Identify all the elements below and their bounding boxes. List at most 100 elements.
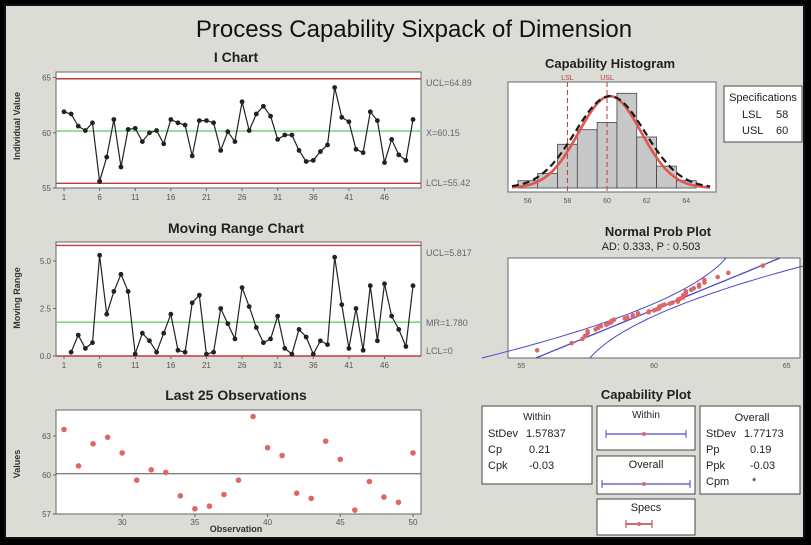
normal-point — [585, 328, 590, 334]
i-chart-point — [111, 117, 117, 122]
i-chart-point — [68, 111, 74, 117]
i-chart-x-tick-label: 46 — [380, 193, 389, 202]
within-cpk-label: Cpk — [488, 460, 508, 472]
i-chart-point — [75, 123, 81, 129]
normal-point — [696, 282, 702, 288]
last25-point — [308, 495, 315, 502]
i-chart-point — [296, 148, 302, 153]
normal-x-tick-label: 60 — [650, 363, 658, 370]
i-chart-point — [367, 109, 373, 115]
histogram-bar — [636, 136, 657, 189]
last25-x-tick-label: 45 — [336, 518, 345, 527]
i-chart-point — [382, 160, 387, 165]
normal-prob-plot-area — [507, 257, 801, 359]
last25-point — [410, 450, 416, 456]
within-stats-title: Within — [523, 412, 551, 423]
i-chart-y-tick-label: 60 — [42, 129, 51, 138]
i-chart-series-line — [63, 87, 414, 182]
last25-point — [90, 441, 96, 447]
mr-chart-x-tick-label: 41 — [344, 361, 353, 370]
i-chart-x-tick-label: 31 — [273, 193, 282, 202]
within-stdev-label: StDev — [488, 428, 518, 440]
mr-chart-point — [303, 334, 309, 340]
mr-chart-center-label: MR=1.780 — [426, 318, 468, 328]
sixpack-figure: Process Capability Sixpack of Dimension … — [12, 16, 803, 536]
normal-point — [569, 340, 575, 346]
i-chart-x-tick-label: 16 — [166, 193, 175, 202]
last25-point — [162, 469, 169, 476]
normal-point — [715, 274, 721, 280]
normal-prob-subtitle: AD: 0.333, P : 0.503 — [602, 241, 701, 253]
interval-overall-frame — [596, 455, 696, 495]
i-chart-point — [389, 136, 395, 142]
spec-usl-value: 60 — [776, 125, 788, 137]
mr-chart-point — [275, 313, 281, 319]
mr-chart-x-tick-label: 16 — [166, 361, 175, 370]
i-chart-point — [132, 125, 138, 131]
last25-x-tick-label: 30 — [118, 518, 127, 527]
mr-chart-x-tick-label: 6 — [97, 361, 102, 370]
i-chart-point — [182, 122, 188, 128]
mr-chart-point — [196, 292, 202, 298]
last25-ylabel: Values — [12, 450, 22, 479]
mr-chart-point — [225, 321, 231, 327]
within-cp-label: Cp — [488, 444, 502, 456]
last25-point — [381, 494, 387, 500]
mr-chart-point — [68, 349, 74, 355]
last25-point — [366, 478, 373, 485]
last25-point — [279, 452, 285, 459]
i-chart-point — [346, 119, 352, 125]
last25-point — [250, 413, 256, 420]
mr-chart-point — [147, 338, 152, 344]
i-chart-point — [275, 136, 281, 142]
mr-chart-point — [139, 330, 145, 336]
mr-chart-point — [296, 327, 302, 332]
within-cpk-value: -0.03 — [529, 460, 554, 472]
specifications-box: Specifications LSL 58 USL 60 — [723, 85, 803, 143]
mr-chart-x-tick-label: 21 — [202, 361, 211, 370]
i-chart-point — [374, 118, 380, 124]
mr-chart-point — [353, 306, 359, 311]
i-chart-point — [360, 150, 366, 156]
mr-chart-point — [374, 338, 380, 344]
last25-point — [352, 507, 358, 513]
last25-title: Last 25 Observations — [165, 387, 307, 403]
mr-chart-point — [289, 351, 295, 357]
sixpack-window: Process Capability Sixpack of Dimension … — [4, 4, 805, 539]
within-stats-frame — [481, 405, 593, 485]
i-chart-point — [253, 111, 259, 117]
normal-x-tick-label: 65 — [783, 363, 791, 370]
overall-cpm-value: * — [752, 476, 757, 488]
i-chart-point — [139, 139, 145, 145]
last25-point — [235, 477, 242, 484]
last25-point — [119, 450, 125, 456]
normal-point — [635, 311, 641, 316]
mr-chart-point — [211, 349, 216, 355]
last25-point — [61, 426, 67, 433]
i-chart-x-tick-label: 26 — [238, 193, 247, 202]
interval-panels: Within Overall Specs — [596, 405, 696, 536]
i-chart-point — [325, 142, 330, 148]
mr-chart-point — [218, 306, 224, 311]
last25-layer: 30 35 40 45 50 57 60 63 — [42, 413, 421, 527]
normal-point — [598, 323, 604, 329]
i-chart-x-tick-label: 41 — [344, 193, 353, 202]
histogram-x-tick-label: 56 — [524, 198, 532, 205]
overall-pp-value: 0.19 — [750, 444, 771, 456]
i-chart-point — [97, 178, 103, 184]
last25-y-tick-label: 60 — [42, 471, 51, 480]
specifications-box-frame — [723, 85, 803, 143]
histogram-usl-label: USL — [600, 75, 614, 82]
mr-chart-point — [175, 347, 181, 353]
i-chart-point — [282, 132, 288, 138]
mr-chart-point — [232, 336, 238, 342]
last25-x-tick-label: 40 — [263, 518, 272, 527]
overall-stats-title: Overall — [735, 412, 770, 424]
i-chart-ylabel: Individual Value — [12, 92, 22, 160]
normal-point — [760, 263, 766, 268]
mr-chart-point — [125, 289, 131, 294]
mr-chart-point — [346, 346, 352, 351]
mr-chart-point — [396, 327, 402, 332]
mr-chart-plot-area — [55, 241, 422, 357]
